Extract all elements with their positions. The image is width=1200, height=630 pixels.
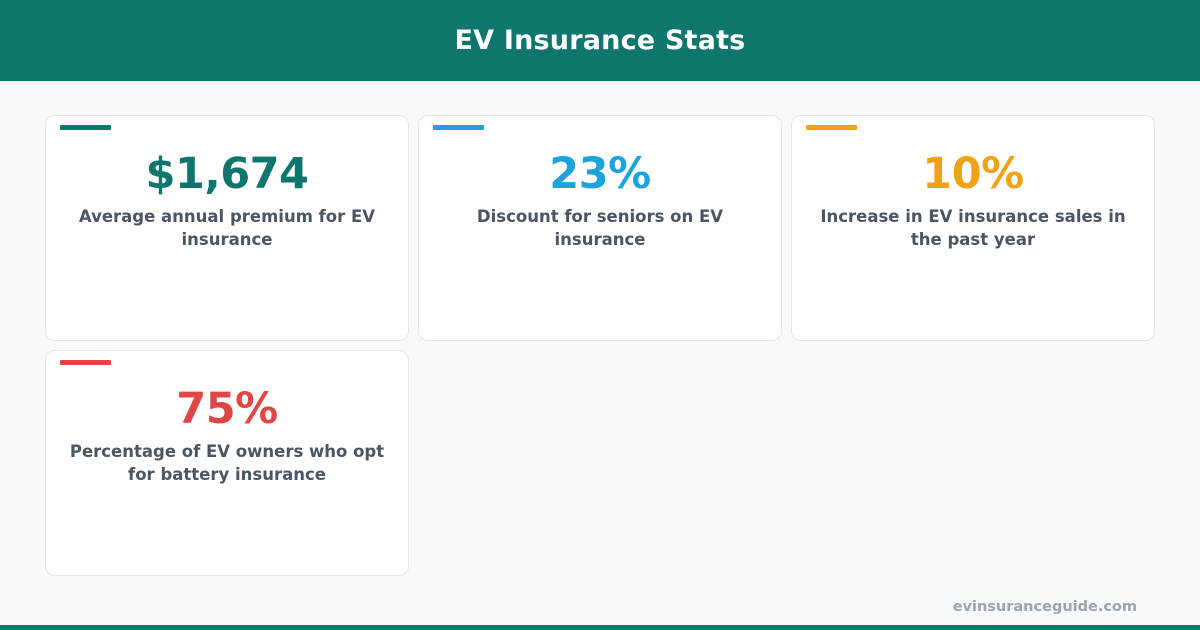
stat-value: $1,674	[145, 149, 309, 199]
stat-card-sales-increase: 10% Increase in EV insurance sales in th…	[791, 115, 1155, 341]
card-accent-bar	[806, 125, 857, 130]
stat-label: Increase in EV insurance sales in the pa…	[820, 207, 1126, 249]
stat-label: Average annual premium for EV insurance	[78, 207, 376, 249]
stat-card-premium: $1,674 Average annual premium for EV ins…	[45, 115, 409, 341]
stat-value: 75%	[176, 384, 278, 434]
stat-card-senior-discount: 23% Discount for seniors on EV insurance	[418, 115, 782, 341]
card-accent-bar	[433, 125, 484, 130]
stat-value: 23%	[549, 149, 651, 199]
footer-site-url: evinsuranceguide.com	[952, 599, 1137, 615]
stat-value: 10%	[922, 149, 1024, 199]
stat-card-battery-insurance: 75% Percentage of EV owners who opt for …	[45, 350, 409, 576]
page-title: EV Insurance Stats	[454, 25, 746, 56]
footer-bar	[0, 625, 1200, 630]
card-accent-bar	[60, 360, 111, 365]
stat-label: Discount for seniors on EV insurance	[476, 207, 724, 249]
stat-label: Percentage of EV owners who opt for batt…	[69, 442, 385, 484]
page-header: EV Insurance Stats	[0, 0, 1200, 81]
card-accent-bar	[60, 125, 111, 130]
